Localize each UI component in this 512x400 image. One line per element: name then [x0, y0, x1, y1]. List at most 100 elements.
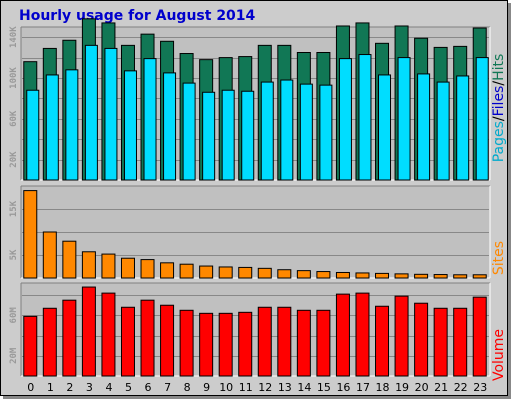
bar-volume — [62, 299, 77, 377]
panel-side-label: Pages/Files/Hits — [491, 54, 507, 163]
bar-sites — [335, 271, 350, 279]
side-label-part: Pages — [491, 121, 507, 162]
bar-sites — [42, 231, 57, 279]
y-tick-label: 100K — [9, 67, 19, 89]
side-label-part: Sites — [491, 241, 507, 275]
panel-background — [21, 283, 490, 376]
bar-sites — [81, 251, 96, 279]
x-tick-label: 11 — [239, 381, 253, 394]
x-tick-label: 2 — [66, 381, 73, 394]
bar-sites — [101, 253, 116, 279]
y-tick-label: 140K — [9, 26, 19, 48]
bar-files — [65, 69, 79, 181]
bar-sites — [296, 270, 311, 279]
side-label-part: Hits — [491, 54, 507, 81]
bar-volume — [160, 304, 175, 377]
x-tick-label: 9 — [203, 381, 210, 394]
bar-sites — [316, 271, 331, 279]
bar-sites — [355, 272, 370, 279]
side-label-part: / — [491, 116, 507, 121]
bar-sites — [179, 263, 194, 279]
side-label-part: Files — [491, 86, 507, 117]
bar-files — [358, 54, 372, 181]
bar-files — [378, 74, 392, 181]
bar-volume — [394, 295, 409, 377]
bar-files — [241, 90, 255, 181]
x-tick-label: 4 — [105, 381, 112, 394]
x-tick-label: 16 — [336, 381, 350, 394]
bar-files — [436, 81, 450, 181]
y-tick-label: 15K — [9, 200, 19, 217]
bar-volume — [257, 306, 272, 377]
bar-files — [26, 89, 40, 181]
bar-sites — [472, 274, 487, 279]
bar-files — [338, 58, 352, 181]
y-tick-label: 60K — [9, 110, 19, 127]
bar-volume — [335, 293, 350, 377]
bar-volume — [316, 309, 331, 377]
x-tick-label: 5 — [125, 381, 132, 394]
bar-files — [475, 57, 489, 181]
bar-volume — [101, 292, 116, 377]
bar-volume — [375, 305, 390, 377]
bar-sites — [199, 265, 214, 279]
bar-volume — [414, 302, 429, 377]
bar-files — [143, 58, 157, 181]
bar-volume — [472, 296, 487, 377]
bar-files — [45, 74, 59, 181]
bar-volume — [140, 299, 155, 377]
bar-sites — [23, 190, 38, 279]
x-tick-label: 12 — [258, 381, 272, 394]
y-tick-label: 60M — [9, 307, 19, 324]
bar-sites — [433, 274, 448, 279]
panel-background — [21, 27, 490, 180]
y-tick-label: 20M — [9, 347, 19, 364]
x-tick-label: 0 — [27, 381, 34, 394]
x-tick-label: 18 — [376, 381, 390, 394]
bar-volume — [218, 312, 233, 377]
panel-side-label: Sites — [491, 241, 507, 275]
chart-title: Hourly usage for August 2014 — [19, 8, 256, 24]
y-tick-label: 20K — [9, 151, 19, 168]
x-tick-label: 1 — [47, 381, 54, 394]
bar-volume — [42, 307, 57, 377]
x-tick-label: 19 — [395, 381, 409, 394]
bar-files — [182, 82, 196, 181]
bar-sites — [218, 266, 233, 279]
bar-volume — [453, 307, 468, 377]
bar-files — [280, 79, 294, 181]
bar-volume — [120, 306, 135, 377]
x-tick-label: 17 — [356, 381, 370, 394]
x-tick-label: 21 — [434, 381, 448, 394]
bar-sites — [238, 266, 253, 279]
bar-volume — [433, 307, 448, 377]
panel-sites: 5K 15K Sites — [9, 185, 507, 279]
bar-sites — [62, 240, 77, 279]
bar-volume — [23, 315, 38, 377]
bar-files — [299, 83, 313, 181]
bar-volume — [179, 309, 194, 377]
x-tick-label: 13 — [278, 381, 292, 394]
bar-sites — [257, 267, 272, 279]
bar-volume — [296, 309, 311, 377]
bar-files — [397, 57, 411, 181]
bar-volume — [238, 311, 253, 377]
side-label-part: Volume — [491, 329, 507, 381]
bar-sites — [277, 269, 292, 279]
chart-panels: 20K60K100K140KPages/Files/Hits5K15KSites… — [9, 18, 507, 394]
bar-files — [319, 84, 333, 181]
bar-files — [84, 44, 98, 181]
bar-sites — [453, 274, 468, 279]
bar-files — [202, 91, 216, 181]
bar-sites — [160, 262, 175, 279]
x-tick-label: 7 — [164, 381, 171, 394]
bar-files — [123, 70, 137, 181]
x-tick-label: 8 — [184, 381, 191, 394]
x-tick-label: 3 — [86, 381, 93, 394]
x-tick-label: 14 — [297, 381, 311, 394]
bar-sites — [394, 273, 409, 279]
bar-files — [221, 89, 235, 181]
bar-files — [163, 72, 177, 181]
